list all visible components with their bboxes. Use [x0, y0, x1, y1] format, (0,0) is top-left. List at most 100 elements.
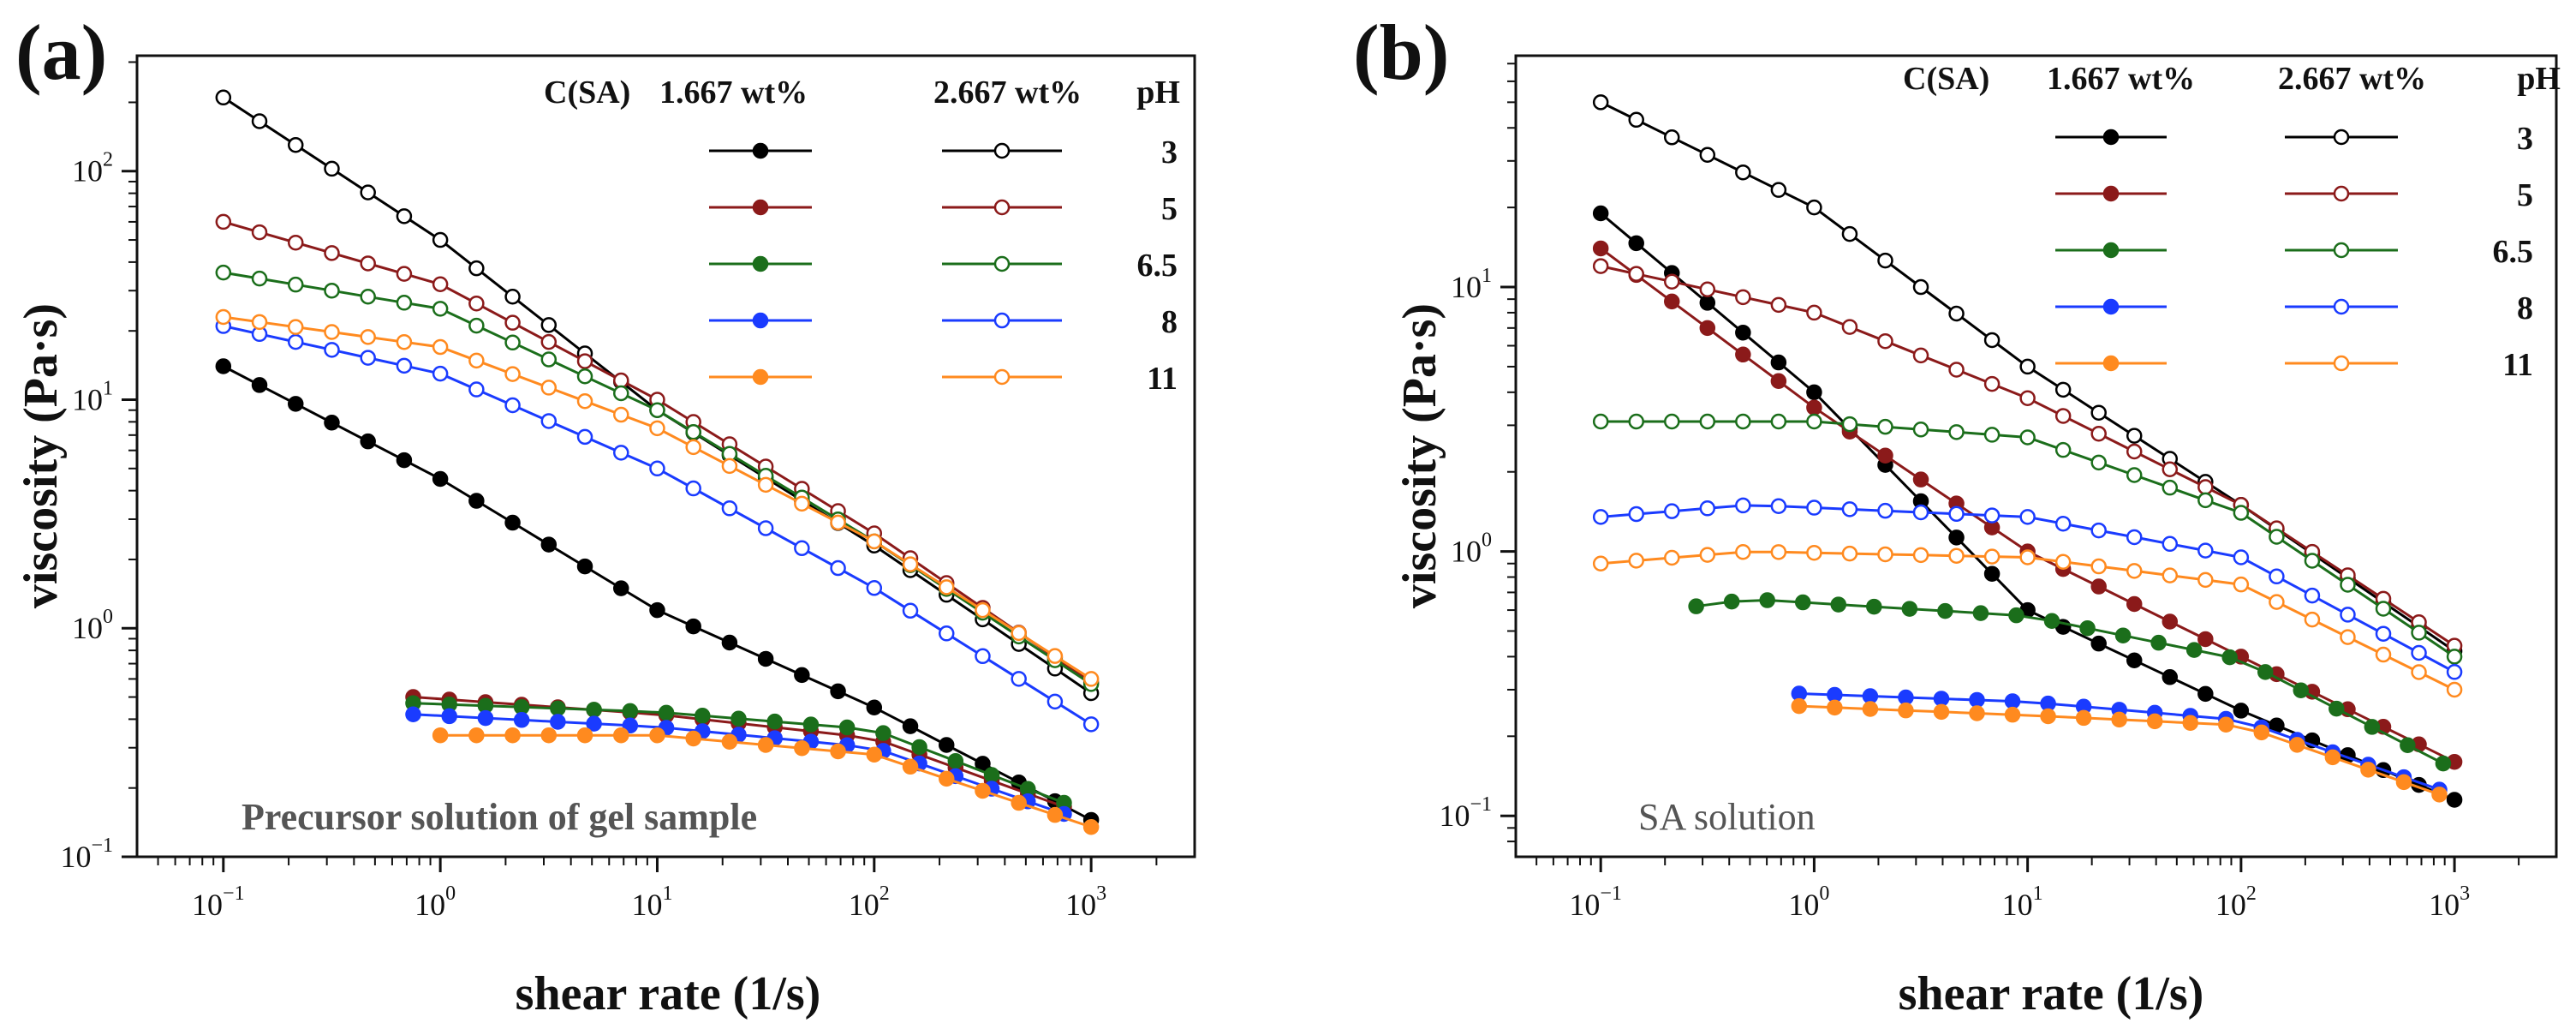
series-2: [1592, 240, 2463, 770]
data-point: [1877, 332, 1893, 350]
data-point: [2185, 642, 2203, 658]
data-point: [1983, 565, 2001, 582]
data-point: [938, 625, 955, 642]
x-tick-label: 10−1: [1569, 882, 1622, 922]
x-tick-exponent: 3: [2460, 882, 2470, 905]
data-point: [2375, 646, 2392, 663]
data-point: [1664, 293, 1680, 310]
data-point: [2446, 681, 2463, 698]
data-point: [1592, 94, 1609, 111]
x-tick-exponent: 2: [2246, 882, 2257, 905]
legend-header: pH: [1136, 75, 1180, 111]
data-point: [875, 725, 891, 741]
series-2: [405, 689, 1072, 815]
data-point: [396, 333, 413, 350]
data-point: [766, 713, 783, 730]
data-point: [2293, 682, 2310, 698]
data-point: [1948, 305, 1965, 322]
data-point: [432, 276, 449, 293]
data-point: [2253, 724, 2270, 741]
legend-marker: [2333, 185, 2350, 202]
data-point: [2090, 522, 2107, 539]
legend-ph-label: 11: [1147, 361, 1178, 397]
data-point: [586, 715, 602, 732]
y-tick-label: 101: [1451, 265, 1492, 304]
data-point: [540, 727, 558, 744]
series-line: [1696, 598, 2444, 765]
data-point: [2090, 454, 2107, 471]
x-tick-exponent: 0: [1819, 882, 1829, 905]
data-point: [468, 381, 485, 398]
data-point: [1699, 413, 1716, 430]
data-point: [1830, 596, 1847, 613]
data-point: [288, 136, 304, 153]
data-point: [513, 699, 530, 715]
data-point: [2004, 693, 2021, 709]
data-point: [215, 89, 232, 106]
x-tick-exponent: 3: [1096, 882, 1106, 905]
data-point: [1592, 258, 1609, 274]
data-point: [2090, 404, 2107, 421]
data-point: [2233, 549, 2250, 565]
data-point: [576, 368, 593, 385]
data-point: [2197, 571, 2214, 589]
data-point: [2054, 441, 2072, 458]
data-point: [324, 342, 340, 358]
data-point: [1628, 266, 1644, 282]
legend-ph-label: 11: [2502, 347, 2533, 383]
data-point: [2304, 587, 2321, 604]
data-point: [1699, 281, 1716, 298]
data-point: [324, 160, 340, 177]
data-point: [2364, 719, 2381, 735]
legend-header: C(SA): [1903, 61, 1989, 97]
data-point: [288, 333, 304, 350]
data-point: [866, 699, 883, 716]
data-point: [612, 727, 629, 744]
data-point: [622, 717, 639, 734]
data-point: [612, 385, 629, 402]
data-point: [2197, 685, 2214, 703]
data-point: [1806, 304, 1822, 321]
data-point: [504, 289, 521, 305]
x-tick-label: 100: [414, 882, 456, 922]
data-point: [1592, 509, 1609, 525]
series-line: [1601, 504, 2455, 673]
x-tick-label: 103: [2429, 882, 2470, 922]
data-point: [1806, 384, 1822, 401]
data-point: [2197, 631, 2214, 648]
legend-marker: [2333, 129, 2350, 146]
data-point: [360, 184, 376, 200]
data-point: [938, 737, 955, 753]
data-point: [405, 706, 421, 722]
data-point: [360, 350, 376, 366]
data-point: [251, 113, 268, 129]
data-point: [794, 667, 810, 684]
data-point: [504, 397, 521, 414]
data-point: [1011, 794, 1027, 811]
data-point: [938, 770, 955, 787]
data-point: [2150, 634, 2167, 651]
x-tick-label: 100: [1788, 882, 1829, 922]
data-point: [586, 702, 602, 718]
series-5: [432, 727, 1100, 835]
data-point: [2375, 601, 2392, 617]
legend-marker: [752, 312, 769, 329]
data-point: [2079, 619, 2096, 637]
legend-header: 1.667 wt%: [2047, 61, 2195, 97]
data-point: [1898, 702, 1914, 719]
series-line: [1600, 265, 2455, 647]
data-point: [513, 712, 530, 728]
data-point: [794, 495, 810, 512]
data-point: [288, 234, 304, 251]
data-point: [2269, 529, 2285, 545]
data-point: [1699, 500, 1716, 517]
data-point: [2162, 461, 2179, 478]
data-point: [1983, 548, 2001, 565]
data-point: [2435, 755, 2452, 772]
data-point: [1664, 413, 1680, 430]
data-point: [1770, 544, 1787, 560]
data-point: [360, 289, 376, 305]
data-point: [2090, 578, 2107, 595]
legend-ph-label: 5: [1161, 191, 1178, 227]
data-point: [2340, 577, 2356, 593]
